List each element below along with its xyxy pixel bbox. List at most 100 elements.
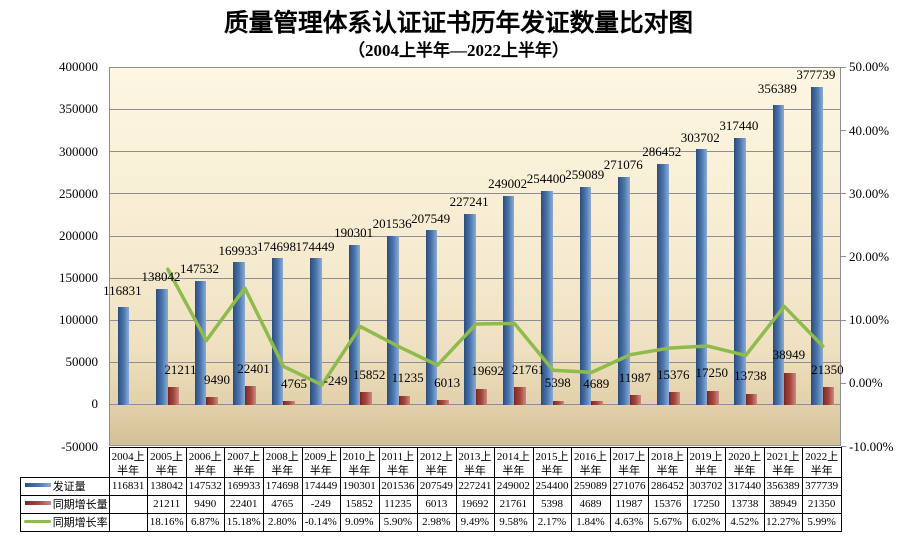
table-value-cell: 21761 [499,498,528,511]
table-border-v [725,447,726,532]
bar-certificates [310,258,322,406]
right-axis-tick-label: 30.00% [849,185,890,201]
category-line1: 2022上 [805,450,839,463]
table-value-cell: 377739 [805,479,839,492]
bar-growth-amount [552,400,565,406]
table-value-cell: 2.80% [268,516,297,529]
table-border-h [109,447,841,448]
bar-value-label: 259089 [565,167,605,183]
legend-item: 同期增长率 [21,514,109,531]
right-axis-tick-label: 20.00% [849,248,890,264]
bar-certificates [657,163,669,406]
bar-growth-label: 6013 [434,374,461,390]
table-category-header: 2005上 半年 [147,448,186,479]
chart-title: 质量管理体系认证证书历年发证数量比对图 [223,10,694,37]
bar-value-label: 249002 [488,175,528,191]
category-line2: 半年 [772,464,795,477]
table-border-v [340,447,341,532]
left-axis-tick-label: 350000 [59,101,98,117]
bar-certificates [541,190,553,406]
chart-subtitle: （2004上半年—2022上半年） [348,41,569,60]
table-category-header: 2021上 半年 [764,448,803,479]
bar-growth-label: 15852 [352,366,386,382]
table-category-header: 2022上 半年 [802,448,841,479]
table-category-header: 2010上 半年 [340,448,379,479]
table-category-header: 2006上 半年 [186,448,225,479]
table-category-header: 2013上 半年 [456,448,495,479]
bar-growth-label: 15376 [657,367,690,382]
category-line2: 半年 [810,464,833,477]
table-value-cell: 4689 [579,498,602,511]
bar-value-label: 138042 [141,269,181,285]
growth-rate-line [165,267,825,387]
table-value-cell: 207549 [419,479,453,492]
category-line2: 半年 [155,464,178,477]
category-line2: 半年 [656,464,679,477]
table-border-v [186,447,187,532]
table-category-header: 2018上 半年 [648,448,687,479]
bar-certificates [271,258,284,406]
legend-item: 同期增长量 [21,496,109,513]
table-value-cell: 15852 [345,498,374,511]
bar-certificates [464,213,476,406]
table-value-cell: 21211 [153,498,181,511]
table-border-v [802,447,803,532]
bar-growth-label: 17250 [695,365,729,381]
bar-growth-label: 4689 [583,376,610,391]
bar-certificates [117,306,130,406]
table-value-cell: 9.58% [499,516,528,529]
table-border-v [648,447,649,532]
table-value-cell: 271076 [612,479,646,492]
category-line2: 半年 [271,464,294,477]
category-line2: 半年 [579,464,602,477]
bar-value-label: 174698 [257,238,297,254]
table-value-cell: 17250 [692,498,720,511]
bar-certificates [695,149,708,406]
table-border-v [224,447,225,532]
table-value-cell: 174449 [304,479,338,492]
category-line2: 半年 [617,464,640,477]
table-value-cell: 5.67% [653,516,682,529]
table-value-cell: 4.63% [614,516,644,529]
bar-value-label: 303702 [680,129,720,145]
legend-label: 发证量 [52,480,86,493]
bar-growth-amount [437,400,449,406]
table-border-h [20,477,841,478]
legend-key-growth-rate [23,519,51,523]
table-category-header: 2014上 半年 [494,448,533,479]
bar-value-label: 147532 [179,261,219,277]
growth-rate-polyline [165,267,825,387]
legend-label: 同期增长率 [52,517,108,530]
category-line1: 2018上 [651,450,685,463]
table-value-cell: 286452 [651,479,685,492]
bar-certificates [425,230,438,406]
table-category-header: 2020上 半年 [725,448,764,479]
category-line1: 2011上 [381,450,415,463]
bar-growth-label: 21350 [811,361,844,377]
bar-value-label: 286452 [642,144,682,160]
bar-value-label: 377739 [796,67,836,83]
table-value-cell: 11235 [384,498,412,511]
table-value-cell: -0.14% [304,516,337,529]
left-axis-tick-label: 100000 [59,312,98,328]
bar-growth-amount [475,388,488,406]
category-line1: 2017上 [612,450,646,463]
legend-label: 同期增长量 [52,499,108,512]
table-value-cell: 356389 [766,479,800,492]
bar-growth-label: 38949 [772,347,806,363]
table-value-cell: 147532 [188,479,222,492]
right-axis-tick [840,130,846,131]
table-value-cell: 15376 [653,498,682,511]
bar-value-label: 174449 [295,238,335,254]
category-line2: 半年 [232,464,255,477]
legend-key-certificates [24,482,51,487]
table-value-cell: 317440 [728,479,762,492]
table-value-cell: 9490 [194,498,217,511]
table-value-cell: 6013 [425,498,448,511]
category-line1: 2006上 [188,450,222,463]
table-border-v [417,447,418,532]
bar-growth-amount [629,395,642,406]
category-line1: 2013上 [458,450,492,463]
table-value-cell: 21350 [807,498,836,511]
